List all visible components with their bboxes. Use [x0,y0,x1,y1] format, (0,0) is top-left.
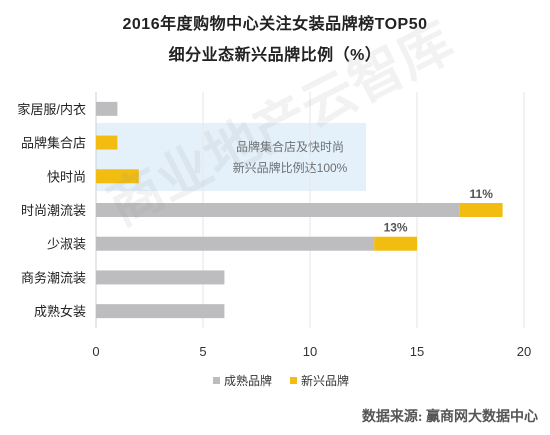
y-category-label: 少淑装 [47,237,86,252]
x-tick-label: 5 [199,344,206,359]
legend-swatch [213,377,220,384]
y-category-label: 成熟女装 [34,304,86,319]
y-category-label: 家居服/内衣 [17,102,86,117]
annotation-line1: 品牌集合店及快时尚 [236,139,344,154]
bar-segment [96,203,460,217]
bar-segment [96,169,139,184]
x-tick-label: 15 [410,344,424,359]
annotation-line2: 新兴品牌比例达100% [233,160,348,175]
source-note: 数据来源: 赢商网大数据中心 [361,410,538,425]
bar-segment [459,203,503,217]
y-category-label: 快时尚 [47,169,86,184]
chart-subtitle: 细分业态新兴品牌比例（%） [168,47,382,64]
bar-segment [96,236,375,251]
bar-segment [96,101,118,116]
legend-label: 新兴品牌 [301,373,349,388]
x-tick-label: 0 [92,344,99,359]
bar-segment [96,304,225,319]
y-category-label: 商务潮流装 [21,270,86,285]
y-category-label: 品牌集合店 [21,136,86,151]
chart-title: 2016年度购物中心关注女装品牌榜TOP50 [122,16,428,33]
x-tick-label: 10 [303,344,317,359]
data-label: 13% [384,221,408,235]
legend-label: 成熟品牌 [224,373,272,388]
bar-segment [96,135,118,150]
highlight-band [96,123,366,191]
data-label: 11% [470,187,494,201]
legend-swatch [290,377,297,384]
x-tick-label: 20 [517,344,531,359]
bar-segment [96,270,225,285]
y-category-label: 时尚潮流装 [21,203,86,218]
bar-segment [374,236,417,251]
